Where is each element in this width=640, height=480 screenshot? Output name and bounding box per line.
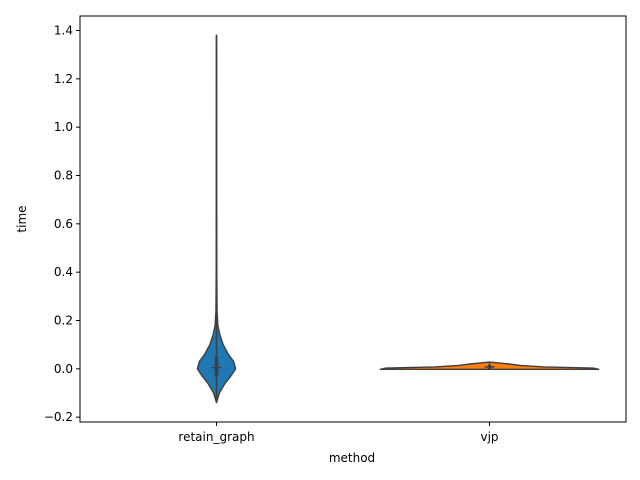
y-tick-label: 0.2	[54, 314, 73, 328]
x-axis-ticks: retain_graph vjp	[178, 422, 499, 444]
y-tick-label: 0.8	[54, 169, 73, 183]
x-tick-label: retain_graph	[178, 430, 254, 444]
y-tick-label: 0.6	[54, 217, 73, 231]
y-tick-label: −0.2	[44, 410, 73, 424]
axes-frame	[79, 15, 627, 423]
x-tick-label: vjp	[480, 430, 498, 444]
y-axis-ticks: −0.2 0.0 0.2 0.4 0.6 0.8 1.0 1.2 1.4	[44, 24, 80, 424]
x-axis-label: method	[329, 451, 375, 465]
y-tick-label: 0.0	[54, 362, 73, 376]
y-tick-label: 1.4	[54, 24, 73, 38]
plot-layer	[196, 34, 600, 404]
y-axis-label: time	[15, 205, 29, 232]
y-tick-label: 1.2	[54, 72, 73, 86]
y-tick-label: 1.0	[54, 120, 73, 134]
y-tick-label: 0.4	[54, 265, 73, 279]
